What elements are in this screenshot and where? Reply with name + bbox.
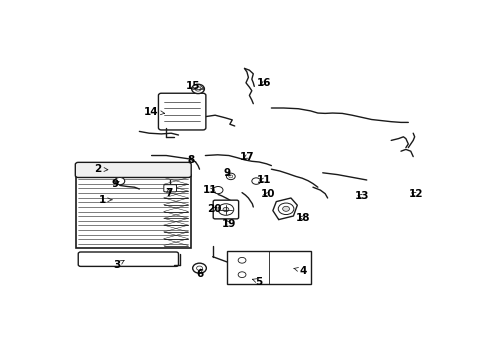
Text: 4: 4 [293,266,306,276]
Text: 20: 20 [206,204,221,214]
Text: 11: 11 [203,185,217,195]
Text: 12: 12 [407,189,422,199]
Text: 19: 19 [221,219,236,229]
Circle shape [196,266,202,270]
Text: 16: 16 [256,78,271,88]
FancyBboxPatch shape [213,200,238,219]
Text: 17: 17 [239,152,254,162]
Circle shape [192,263,206,273]
Circle shape [191,84,204,94]
FancyBboxPatch shape [75,162,191,177]
Text: 1: 1 [99,195,112,205]
Text: 2: 2 [94,164,108,174]
Circle shape [282,206,289,211]
FancyBboxPatch shape [163,185,176,192]
Circle shape [195,87,201,91]
Text: 14: 14 [144,107,164,117]
Text: 13: 13 [354,191,368,201]
Circle shape [238,272,245,278]
Bar [76,175,190,248]
Text: 5: 5 [252,276,262,287]
Text: 15: 15 [185,81,203,91]
Circle shape [115,177,124,185]
Circle shape [223,207,228,212]
Text: 10: 10 [260,189,275,199]
Circle shape [278,203,293,215]
Text: 9: 9 [111,179,119,189]
Text: 7: 7 [164,188,172,198]
Circle shape [218,204,233,215]
FancyBboxPatch shape [78,252,178,266]
Circle shape [238,257,245,263]
Text: 9: 9 [224,168,230,178]
FancyBboxPatch shape [158,93,205,130]
Text: 6: 6 [197,269,203,279]
Circle shape [251,178,260,184]
Bar [227,251,310,284]
Circle shape [115,177,124,185]
Circle shape [226,173,235,180]
Text: 3: 3 [114,260,124,270]
Circle shape [228,175,232,178]
Circle shape [213,186,223,194]
Text: 11: 11 [256,175,271,185]
Text: 8: 8 [187,155,194,165]
Text: 18: 18 [295,213,310,223]
